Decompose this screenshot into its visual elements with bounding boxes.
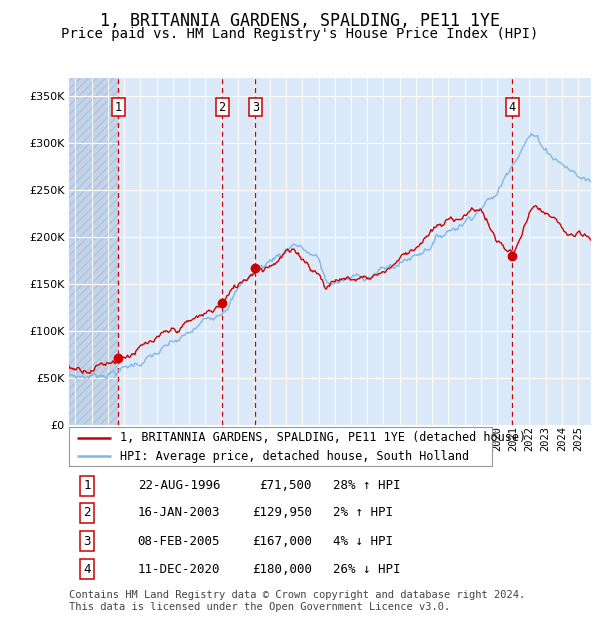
Text: 16-JAN-2003: 16-JAN-2003: [137, 507, 220, 520]
Text: 2: 2: [83, 507, 91, 520]
Text: 1: 1: [115, 100, 122, 113]
Text: 11-DEC-2020: 11-DEC-2020: [137, 563, 220, 576]
Text: Contains HM Land Registry data © Crown copyright and database right 2024.
This d: Contains HM Land Registry data © Crown c…: [69, 590, 525, 612]
Text: 1: 1: [83, 479, 91, 492]
Text: £71,500: £71,500: [259, 479, 312, 492]
Text: £167,000: £167,000: [252, 534, 312, 547]
Text: 2: 2: [218, 100, 226, 113]
Text: 26% ↓ HPI: 26% ↓ HPI: [333, 563, 401, 576]
Text: HPI: Average price, detached house, South Holland: HPI: Average price, detached house, Sout…: [120, 450, 469, 463]
Text: 1, BRITANNIA GARDENS, SPALDING, PE11 1YE (detached house): 1, BRITANNIA GARDENS, SPALDING, PE11 1YE…: [120, 431, 526, 444]
Text: 3: 3: [252, 100, 259, 113]
Text: 2% ↑ HPI: 2% ↑ HPI: [333, 507, 393, 520]
Text: 28% ↑ HPI: 28% ↑ HPI: [333, 479, 401, 492]
Text: £129,950: £129,950: [252, 507, 312, 520]
Text: 22-AUG-1996: 22-AUG-1996: [137, 479, 220, 492]
Text: £180,000: £180,000: [252, 563, 312, 576]
Text: Price paid vs. HM Land Registry's House Price Index (HPI): Price paid vs. HM Land Registry's House …: [61, 27, 539, 42]
Text: 3: 3: [83, 534, 91, 547]
Bar: [69, 78, 118, 425]
Text: 4% ↓ HPI: 4% ↓ HPI: [333, 534, 393, 547]
Text: 4: 4: [509, 100, 516, 113]
Text: 4: 4: [83, 563, 91, 576]
Text: 08-FEB-2005: 08-FEB-2005: [137, 534, 220, 547]
Text: 1, BRITANNIA GARDENS, SPALDING, PE11 1YE: 1, BRITANNIA GARDENS, SPALDING, PE11 1YE: [100, 12, 500, 30]
